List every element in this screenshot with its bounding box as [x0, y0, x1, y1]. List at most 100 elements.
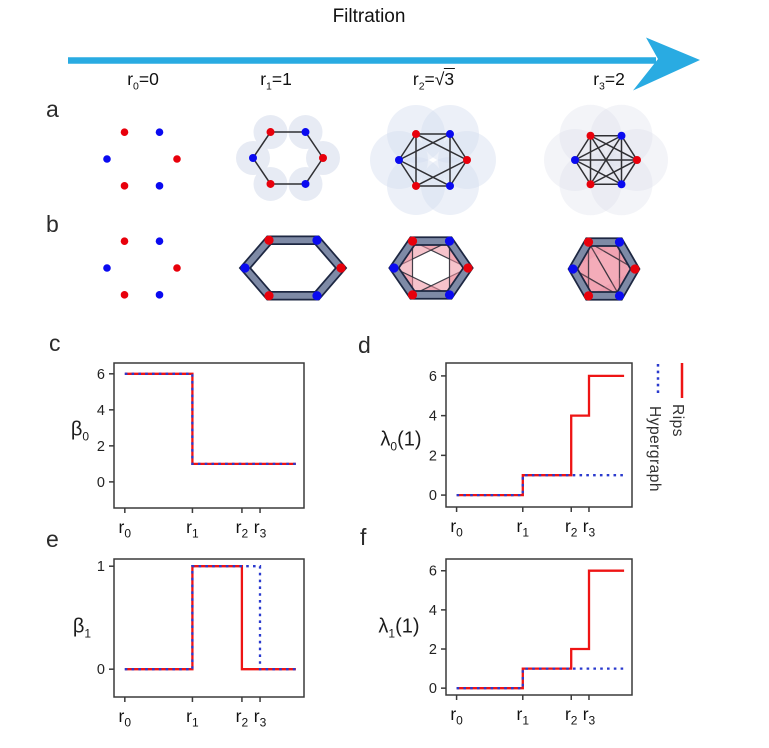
rips-complex-row-cell-r1 — [236, 115, 340, 201]
blue-point — [103, 155, 111, 163]
red-point — [264, 235, 274, 245]
red-point — [463, 156, 471, 164]
legend-label-hypergraph: Hypergraph — [646, 406, 663, 492]
ytick-label: 4 — [97, 403, 105, 419]
blue-point — [155, 128, 164, 136]
xtick-label-r1: r1 — [186, 706, 199, 730]
blue-point — [614, 291, 625, 301]
blue-point — [103, 264, 111, 272]
ytick-label: 6 — [429, 564, 437, 580]
ytick-label: 4 — [429, 409, 437, 425]
plot-box — [113, 558, 305, 698]
red-point — [583, 237, 594, 247]
ytick-label: 1 — [97, 559, 105, 575]
xtick-label-r0: r0 — [119, 517, 132, 541]
ytick-label: 6 — [429, 369, 437, 385]
blue-point — [571, 156, 579, 164]
ytick-label: 2 — [97, 439, 105, 455]
column-label-r3: r3=2 — [593, 69, 625, 93]
red-point — [264, 291, 274, 301]
blue-point — [617, 180, 626, 189]
blue-point — [389, 263, 399, 273]
blue-point — [312, 235, 322, 245]
ytick-label: 0 — [429, 681, 437, 697]
ytick-label: 2 — [429, 448, 437, 464]
ytick-label: 2 — [429, 642, 437, 658]
series-rips — [124, 372, 296, 466]
blue-point — [155, 291, 164, 299]
red-point — [173, 264, 181, 272]
red-point — [463, 263, 473, 273]
xtick-label-r1: r1 — [517, 704, 530, 728]
rips-complex-row-cell-r2 — [370, 105, 496, 215]
blue-point — [444, 290, 455, 300]
xtick-label-r1: r1 — [517, 516, 530, 540]
series-rips — [124, 565, 296, 671]
blue-point — [444, 236, 455, 246]
xtick-label-r3: r3 — [583, 704, 596, 728]
plot-box — [445, 558, 633, 696]
red-point — [173, 155, 181, 163]
ytick-label: 6 — [97, 367, 105, 383]
plot-box — [113, 362, 305, 509]
blue-point — [568, 264, 578, 274]
panel-letter-c: c — [49, 330, 61, 356]
panel-f-plot: 0 2 4 6 r0 r1 r2 r3 — [429, 558, 633, 728]
series-rips — [456, 569, 625, 690]
blue-point — [395, 156, 403, 164]
red-point — [407, 236, 418, 246]
xtick-label-r0: r0 — [450, 516, 463, 540]
series-hypergraph — [124, 565, 296, 671]
blue-point — [155, 237, 164, 245]
panel-letter-f: f — [360, 524, 367, 550]
hypergraph-row-cell-r2 — [388, 236, 474, 300]
row-letter-b: b — [46, 211, 59, 237]
column-label-r0: r0=0 — [127, 69, 159, 93]
series-hypergraph — [124, 372, 296, 466]
series-hypergraph — [456, 474, 625, 497]
red-point — [120, 237, 129, 245]
panel-c-plot: 0 2 4 6 r0 r1 r2 r3 — [97, 362, 305, 541]
red-point — [407, 290, 418, 300]
panel-letter-e: e — [46, 526, 59, 552]
rips-complex-row-cell-r3 — [544, 104, 668, 216]
row-letter-a: a — [46, 96, 59, 122]
column-label-r1: r1=1 — [260, 69, 292, 93]
ylabel-d: λ0(1) — [380, 428, 422, 454]
panel-letter-d: d — [358, 332, 371, 358]
xtick-label-r2: r2 — [236, 517, 249, 541]
red-point — [120, 291, 129, 299]
hypergraph-row-cell-r1 — [238, 235, 348, 301]
xtick-label-r2: r2 — [565, 704, 578, 728]
xtick-label-r3: r3 — [583, 516, 596, 540]
ylabel-e: β1 — [72, 615, 92, 641]
red-point — [120, 182, 129, 190]
red-point — [583, 291, 594, 301]
legend-keys — [656, 363, 684, 398]
ylabel-c: β0 — [70, 418, 90, 444]
red-point — [633, 156, 641, 164]
panel-e-plot: 0 1 r0 r1 r2 r3 — [97, 558, 305, 730]
figure-title: Filtration — [332, 6, 406, 27]
legend-label-rips: Rips — [669, 404, 686, 438]
blue-point — [446, 130, 454, 139]
red-point — [266, 128, 275, 137]
xtick-label-r0: r0 — [450, 704, 463, 728]
ytick-label: 0 — [97, 662, 105, 678]
hypergraph-row-cell-r3 — [567, 237, 641, 301]
blue-point — [249, 154, 257, 162]
ytick-label: 0 — [97, 475, 105, 491]
red-point — [120, 128, 129, 136]
xtick-label-r3: r3 — [254, 517, 267, 541]
ylabel-f: λ1(1) — [378, 615, 420, 641]
ytick-label: 0 — [429, 488, 437, 504]
red-point — [266, 179, 275, 188]
xtick-label-r2: r2 — [236, 706, 249, 730]
panel-d-plot: 0 2 4 6 r0 r1 r2 r3 — [429, 362, 633, 540]
xtick-label-r3: r3 — [254, 706, 267, 730]
red-point — [630, 264, 640, 274]
red-point — [586, 131, 595, 140]
series-rips — [456, 374, 625, 497]
